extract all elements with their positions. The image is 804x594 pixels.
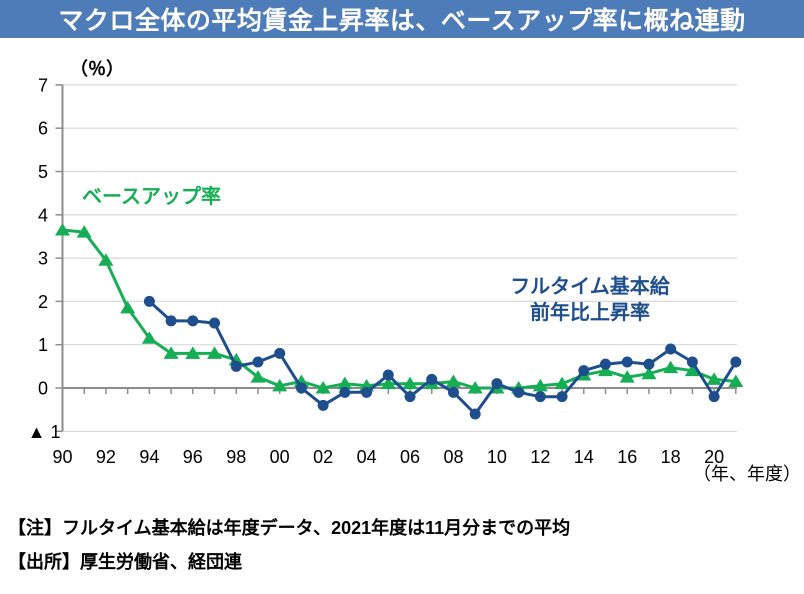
- note-text: 【注】フルタイム基本給は年度データ、2021年度は11月分までの平均: [8, 518, 571, 538]
- series-label-fulltime-line1: フルタイム基本給: [510, 276, 670, 298]
- svg-text:5: 5: [38, 162, 48, 182]
- svg-text:▲ 1: ▲ 1: [28, 422, 61, 442]
- svg-text:04: 04: [357, 447, 377, 467]
- series-label-baseup: ベースアップ率: [82, 186, 221, 208]
- svg-text:3: 3: [38, 249, 48, 269]
- svg-text:08: 08: [443, 447, 463, 467]
- page-title: マクロ全体の平均賃金上昇率は、ベースアップ率に概ね連動: [58, 7, 746, 35]
- svg-text:14: 14: [574, 447, 594, 467]
- svg-text:98: 98: [226, 447, 246, 467]
- svg-text:10: 10: [487, 447, 507, 467]
- svg-text:90: 90: [52, 447, 72, 467]
- svg-text:（年、年度）: （年、年度）: [693, 464, 801, 484]
- svg-text:6: 6: [38, 119, 48, 139]
- svg-text:18: 18: [661, 447, 681, 467]
- svg-text:02: 02: [313, 447, 333, 467]
- title-banner: マクロ全体の平均賃金上昇率は、ベースアップ率に概ね連動: [0, 0, 804, 38]
- svg-text:0: 0: [38, 379, 48, 399]
- source-text: 【出所】厚生労働省、経団連: [8, 552, 242, 572]
- svg-text:96: 96: [183, 447, 203, 467]
- svg-text:20: 20: [704, 447, 724, 467]
- svg-text:06: 06: [400, 447, 420, 467]
- series-label-fulltime: フルタイム基本給 前年比上昇率: [490, 274, 690, 326]
- svg-text:7: 7: [38, 75, 48, 95]
- svg-text:1: 1: [38, 335, 48, 355]
- svg-text:94: 94: [139, 447, 159, 467]
- svg-text:00: 00: [270, 447, 290, 467]
- svg-text:16: 16: [617, 447, 637, 467]
- svg-text:（％）: （％）: [70, 59, 124, 79]
- series-label-fulltime-line2: 前年比上昇率: [530, 302, 650, 324]
- svg-text:4: 4: [38, 205, 48, 225]
- svg-text:92: 92: [96, 447, 116, 467]
- svg-text:2: 2: [38, 292, 48, 312]
- svg-text:12: 12: [530, 447, 550, 467]
